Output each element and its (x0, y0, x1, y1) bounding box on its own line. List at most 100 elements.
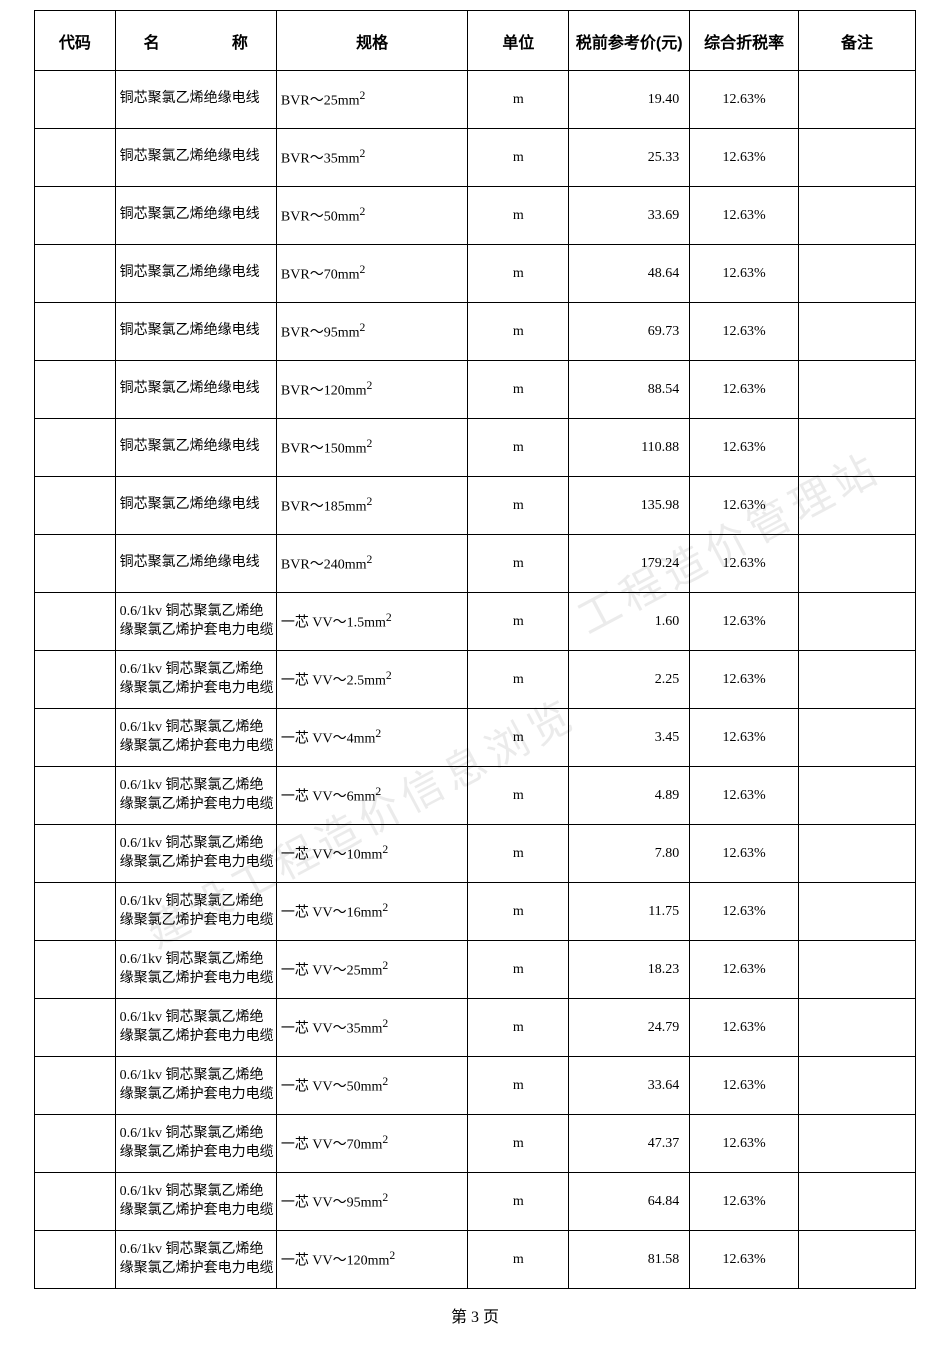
cell-note (799, 825, 916, 883)
cell-unit: m (468, 419, 569, 477)
cell-name: 0.6/1kv 铜芯聚氯乙烯绝缘聚氯乙烯护套电力电缆 (115, 999, 276, 1057)
th-unit: 单位 (468, 11, 569, 71)
cell-note (799, 1057, 916, 1115)
cell-price: 135.98 (569, 477, 690, 535)
cell-rate: 12.63% (690, 419, 799, 477)
table-row: 铜芯聚氯乙烯绝缘电线BVR～120mm2m88.5412.63% (35, 361, 916, 419)
cell-name: 铜芯聚氯乙烯绝缘电线 (115, 477, 276, 535)
cell-unit: m (468, 709, 569, 767)
cell-code (35, 825, 116, 883)
cell-code (35, 361, 116, 419)
table-row: 0.6/1kv 铜芯聚氯乙烯绝缘聚氯乙烯护套电力电缆一芯 VV～35mm2m24… (35, 999, 916, 1057)
cell-name: 0.6/1kv 铜芯聚氯乙烯绝缘聚氯乙烯护套电力电缆 (115, 1231, 276, 1289)
cell-price: 69.73 (569, 303, 690, 361)
cell-rate: 12.63% (690, 883, 799, 941)
cell-unit: m (468, 593, 569, 651)
cell-spec: BVR～240mm2 (276, 535, 468, 593)
cell-rate: 12.63% (690, 1115, 799, 1173)
cell-code (35, 129, 116, 187)
page: 代码 名 称 规格 单位 税前参考价(元) 综合折税率 备注 铜芯聚氯乙烯绝缘电… (0, 0, 950, 1341)
cell-rate: 12.63% (690, 477, 799, 535)
cell-spec: 一芯 VV～35mm2 (276, 999, 468, 1057)
table-row: 铜芯聚氯乙烯绝缘电线BVR～25mm2m19.4012.63% (35, 71, 916, 129)
table-row: 铜芯聚氯乙烯绝缘电线BVR～70mm2m48.6412.63% (35, 245, 916, 303)
cell-spec: BVR～150mm2 (276, 419, 468, 477)
cell-unit: m (468, 825, 569, 883)
cell-name: 铜芯聚氯乙烯绝缘电线 (115, 245, 276, 303)
cell-price: 25.33 (569, 129, 690, 187)
cell-unit: m (468, 941, 569, 999)
cell-code (35, 535, 116, 593)
table-row: 铜芯聚氯乙烯绝缘电线BVR～185mm2m135.9812.63% (35, 477, 916, 535)
cell-code (35, 593, 116, 651)
cell-price: 88.54 (569, 361, 690, 419)
cell-price: 48.64 (569, 245, 690, 303)
cell-name: 0.6/1kv 铜芯聚氯乙烯绝缘聚氯乙烯护套电力电缆 (115, 941, 276, 999)
th-note: 备注 (799, 11, 916, 71)
cell-code (35, 651, 116, 709)
cell-name: 铜芯聚氯乙烯绝缘电线 (115, 129, 276, 187)
cell-note (799, 477, 916, 535)
cell-spec: 一芯 VV～70mm2 (276, 1115, 468, 1173)
cell-unit: m (468, 1173, 569, 1231)
cell-code (35, 941, 116, 999)
cell-rate: 12.63% (690, 1057, 799, 1115)
cell-spec: 一芯 VV～50mm2 (276, 1057, 468, 1115)
cell-price: 33.69 (569, 187, 690, 245)
table-row: 0.6/1kv 铜芯聚氯乙烯绝缘聚氯乙烯护套电力电缆一芯 VV～10mm2m7.… (35, 825, 916, 883)
cell-name: 0.6/1kv 铜芯聚氯乙烯绝缘聚氯乙烯护套电力电缆 (115, 1115, 276, 1173)
cell-price: 3.45 (569, 709, 690, 767)
cell-rate: 12.63% (690, 941, 799, 999)
cell-note (799, 419, 916, 477)
cell-name: 铜芯聚氯乙烯绝缘电线 (115, 303, 276, 361)
cell-code (35, 709, 116, 767)
cell-code (35, 1115, 116, 1173)
cell-price: 47.37 (569, 1115, 690, 1173)
cell-code (35, 303, 116, 361)
cell-name: 铜芯聚氯乙烯绝缘电线 (115, 419, 276, 477)
cell-name: 铜芯聚氯乙烯绝缘电线 (115, 361, 276, 419)
cell-price: 11.75 (569, 883, 690, 941)
cell-name: 0.6/1kv 铜芯聚氯乙烯绝缘聚氯乙烯护套电力电缆 (115, 767, 276, 825)
cell-code (35, 999, 116, 1057)
cell-spec: 一芯 VV～6mm2 (276, 767, 468, 825)
table-row: 0.6/1kv 铜芯聚氯乙烯绝缘聚氯乙烯护套电力电缆一芯 VV～1.5mm2m1… (35, 593, 916, 651)
cell-rate: 12.63% (690, 825, 799, 883)
cell-note (799, 129, 916, 187)
cell-spec: 一芯 VV～10mm2 (276, 825, 468, 883)
cell-note (799, 361, 916, 419)
table-row: 0.6/1kv 铜芯聚氯乙烯绝缘聚氯乙烯护套电力电缆一芯 VV～70mm2m47… (35, 1115, 916, 1173)
cell-unit: m (468, 1057, 569, 1115)
table-row: 铜芯聚氯乙烯绝缘电线BVR～240mm2m179.2412.63% (35, 535, 916, 593)
cell-unit: m (468, 361, 569, 419)
cell-spec: BVR～120mm2 (276, 361, 468, 419)
th-spec: 规格 (276, 11, 468, 71)
cell-name: 0.6/1kv 铜芯聚氯乙烯绝缘聚氯乙烯护套电力电缆 (115, 883, 276, 941)
cell-name: 0.6/1kv 铜芯聚氯乙烯绝缘聚氯乙烯护套电力电缆 (115, 709, 276, 767)
cell-unit: m (468, 1231, 569, 1289)
cell-note (799, 651, 916, 709)
cell-name: 铜芯聚氯乙烯绝缘电线 (115, 71, 276, 129)
cell-unit: m (468, 651, 569, 709)
cell-price: 18.23 (569, 941, 690, 999)
cell-note (799, 245, 916, 303)
cell-name: 0.6/1kv 铜芯聚氯乙烯绝缘聚氯乙烯护套电力电缆 (115, 1057, 276, 1115)
cell-rate: 12.63% (690, 709, 799, 767)
cell-price: 110.88 (569, 419, 690, 477)
cell-spec: 一芯 VV～16mm2 (276, 883, 468, 941)
cell-unit: m (468, 999, 569, 1057)
cell-price: 4.89 (569, 767, 690, 825)
cell-price: 1.60 (569, 593, 690, 651)
cell-unit: m (468, 129, 569, 187)
cell-spec: 一芯 VV～4mm2 (276, 709, 468, 767)
cell-unit: m (468, 303, 569, 361)
table-row: 0.6/1kv 铜芯聚氯乙烯绝缘聚氯乙烯护套电力电缆一芯 VV～95mm2m64… (35, 1173, 916, 1231)
cell-note (799, 709, 916, 767)
cell-spec: 一芯 VV～2.5mm2 (276, 651, 468, 709)
cell-rate: 12.63% (690, 187, 799, 245)
cell-rate: 12.63% (690, 129, 799, 187)
table-body: 铜芯聚氯乙烯绝缘电线BVR～25mm2m19.4012.63%铜芯聚氯乙烯绝缘电… (35, 71, 916, 1289)
cell-note (799, 593, 916, 651)
cell-unit: m (468, 1115, 569, 1173)
table-row: 0.6/1kv 铜芯聚氯乙烯绝缘聚氯乙烯护套电力电缆一芯 VV～6mm2m4.8… (35, 767, 916, 825)
